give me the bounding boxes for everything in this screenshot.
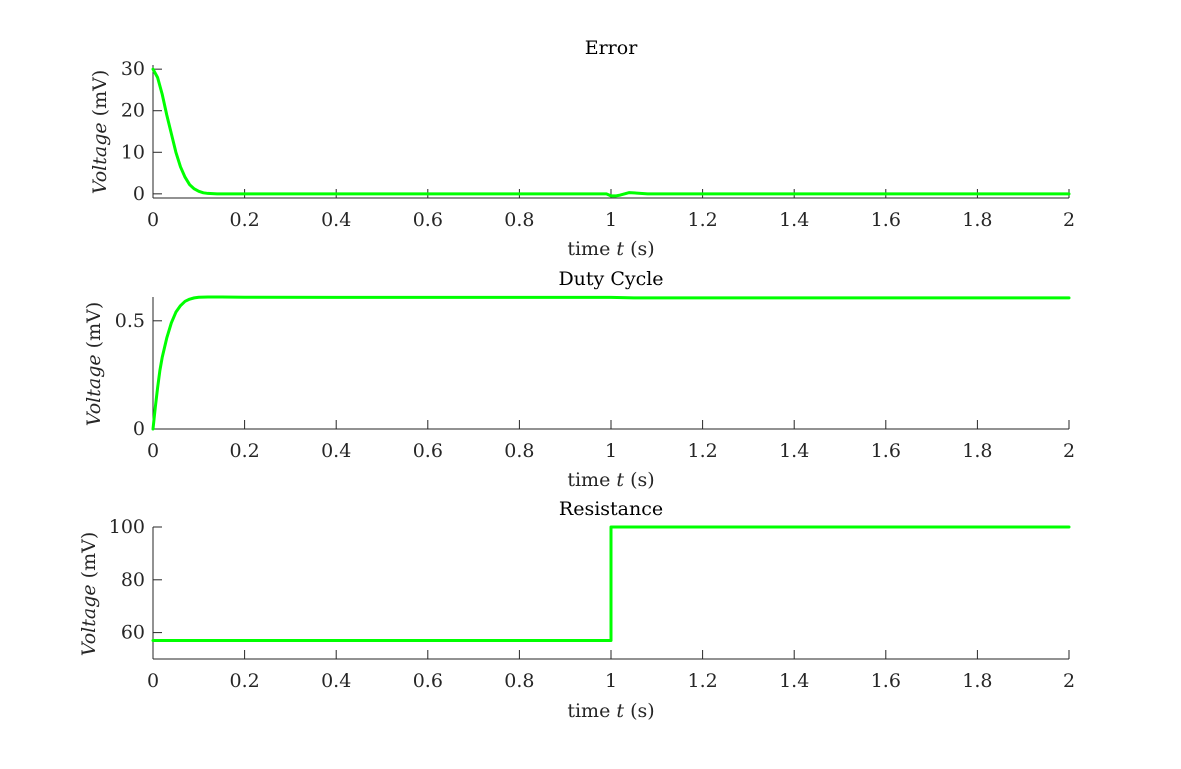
x-tick-label: 1.6 — [871, 209, 901, 231]
x-axis-label-text: time — [567, 238, 610, 260]
chart-title: Resistance — [559, 498, 663, 520]
plot-area: 0 0.2 0.4 0.6 0.8 1 1.2 1.4 1.6 1.8 2 0 0.5 — [115, 295, 1075, 462]
svg-text:Voltage (mV): Voltage (mV) — [78, 532, 100, 657]
y-axis-label-unit: (mV) — [89, 70, 111, 117]
y-axis-label-var: Voltage — [83, 354, 105, 426]
x-tick-label: 1.6 — [871, 670, 901, 692]
x-tick-label: 1 — [605, 670, 617, 692]
y-tick-label: 30 — [121, 58, 145, 80]
subplot-resistance: Resistance Voltage (mV) time t (s) 0 0.2 0… — [78, 498, 1075, 722]
y-axis-label-var: Voltage — [78, 584, 100, 656]
x-axis-label-unit: (s) — [630, 469, 655, 491]
x-tick-label: 1.4 — [779, 440, 809, 462]
y-axis-label-unit: (mV) — [78, 532, 100, 579]
svg-text:Voltage (mV): Voltage (mV) — [83, 302, 105, 427]
svg-text:Voltage (mV): Voltage (mV) — [89, 70, 111, 195]
y-tick-label: 0 — [133, 418, 145, 440]
x-tick-label: 0.6 — [413, 670, 443, 692]
x-tick-label: 0.4 — [321, 670, 351, 692]
y-tick-label: 20 — [121, 100, 145, 122]
x-axis-label-var: t — [616, 238, 624, 260]
x-tick-label: 0.8 — [504, 209, 534, 231]
x-tick-label: 1.4 — [779, 209, 809, 231]
chart-title: Duty Cycle — [558, 268, 663, 290]
y-tick-label: 80 — [121, 569, 145, 591]
x-tick-label: 1 — [605, 209, 617, 231]
x-axis-label-text: time — [567, 469, 610, 491]
x-tick-label: 0 — [147, 440, 159, 462]
x-tick-label: 1.8 — [962, 440, 992, 462]
y-tick-label: 0.5 — [115, 310, 145, 332]
y-tick-label: 0 — [133, 183, 145, 205]
x-tick-label: 0.8 — [504, 670, 534, 692]
x-tick-label: 0.4 — [321, 440, 351, 462]
y-axis-label-var: Voltage — [89, 122, 111, 194]
x-tick-label: 1.4 — [779, 670, 809, 692]
x-axis-label-unit: (s) — [630, 238, 655, 260]
series-line — [151, 525, 1071, 643]
chart-title: Error — [585, 37, 638, 59]
x-axis-label: time t (s) — [567, 238, 654, 260]
x-tick-label: 1 — [605, 440, 617, 462]
x-tick-label: 1.8 — [962, 209, 992, 231]
x-tick-label: 0 — [147, 209, 159, 231]
x-axis-label: time t (s) — [567, 700, 654, 722]
x-tick-label: 0.6 — [413, 209, 443, 231]
x-tick-label: 1.2 — [687, 670, 717, 692]
series-line — [151, 67, 1071, 198]
y-axis-label: Voltage (mV) — [89, 70, 111, 195]
subplot-duty-cycle: Duty Cycle Voltage (mV) time t (s) 0 0.2 0… — [83, 268, 1075, 491]
x-axis-label-text: time — [567, 700, 610, 722]
x-tick-label: 0.4 — [321, 209, 351, 231]
x-tick-label: 0.2 — [229, 670, 259, 692]
subplot-error: Error Voltage (mV) time t (s) 0 0.2 0.4 0.6… — [89, 37, 1075, 260]
x-axis-label: time t (s) — [567, 469, 654, 491]
x-tick-label: 1.2 — [687, 440, 717, 462]
series-line — [151, 295, 1071, 431]
x-tick-label: 1.2 — [687, 209, 717, 231]
x-axis-label-unit: (s) — [630, 700, 655, 722]
x-tick-label: 2 — [1063, 209, 1075, 231]
x-tick-label: 0.2 — [229, 440, 259, 462]
x-tick-label: 0.2 — [229, 209, 259, 231]
y-tick-label: 10 — [121, 141, 145, 163]
x-tick-label: 2 — [1063, 670, 1075, 692]
y-axis-label: Voltage (mV) — [78, 532, 100, 657]
x-tick-label: 0.8 — [504, 440, 534, 462]
x-tick-label: 0.6 — [413, 440, 443, 462]
y-tick-label: 60 — [121, 622, 145, 644]
x-tick-label: 1.6 — [871, 440, 901, 462]
y-axis-label: Voltage (mV) — [83, 302, 105, 427]
x-tick-label: 2 — [1063, 440, 1075, 462]
y-tick-label: 100 — [109, 516, 145, 538]
x-axis-label-var: t — [616, 469, 624, 491]
y-axis-label-unit: (mV) — [83, 302, 105, 349]
x-axis-label-var: t — [616, 700, 624, 722]
x-tick-label: 0 — [147, 670, 159, 692]
plot-area: 0 0.2 0.4 0.6 0.8 1 1.2 1.4 1.6 1.8 2 60 80 100 — [109, 516, 1075, 692]
x-tick-label: 1.8 — [962, 670, 992, 692]
